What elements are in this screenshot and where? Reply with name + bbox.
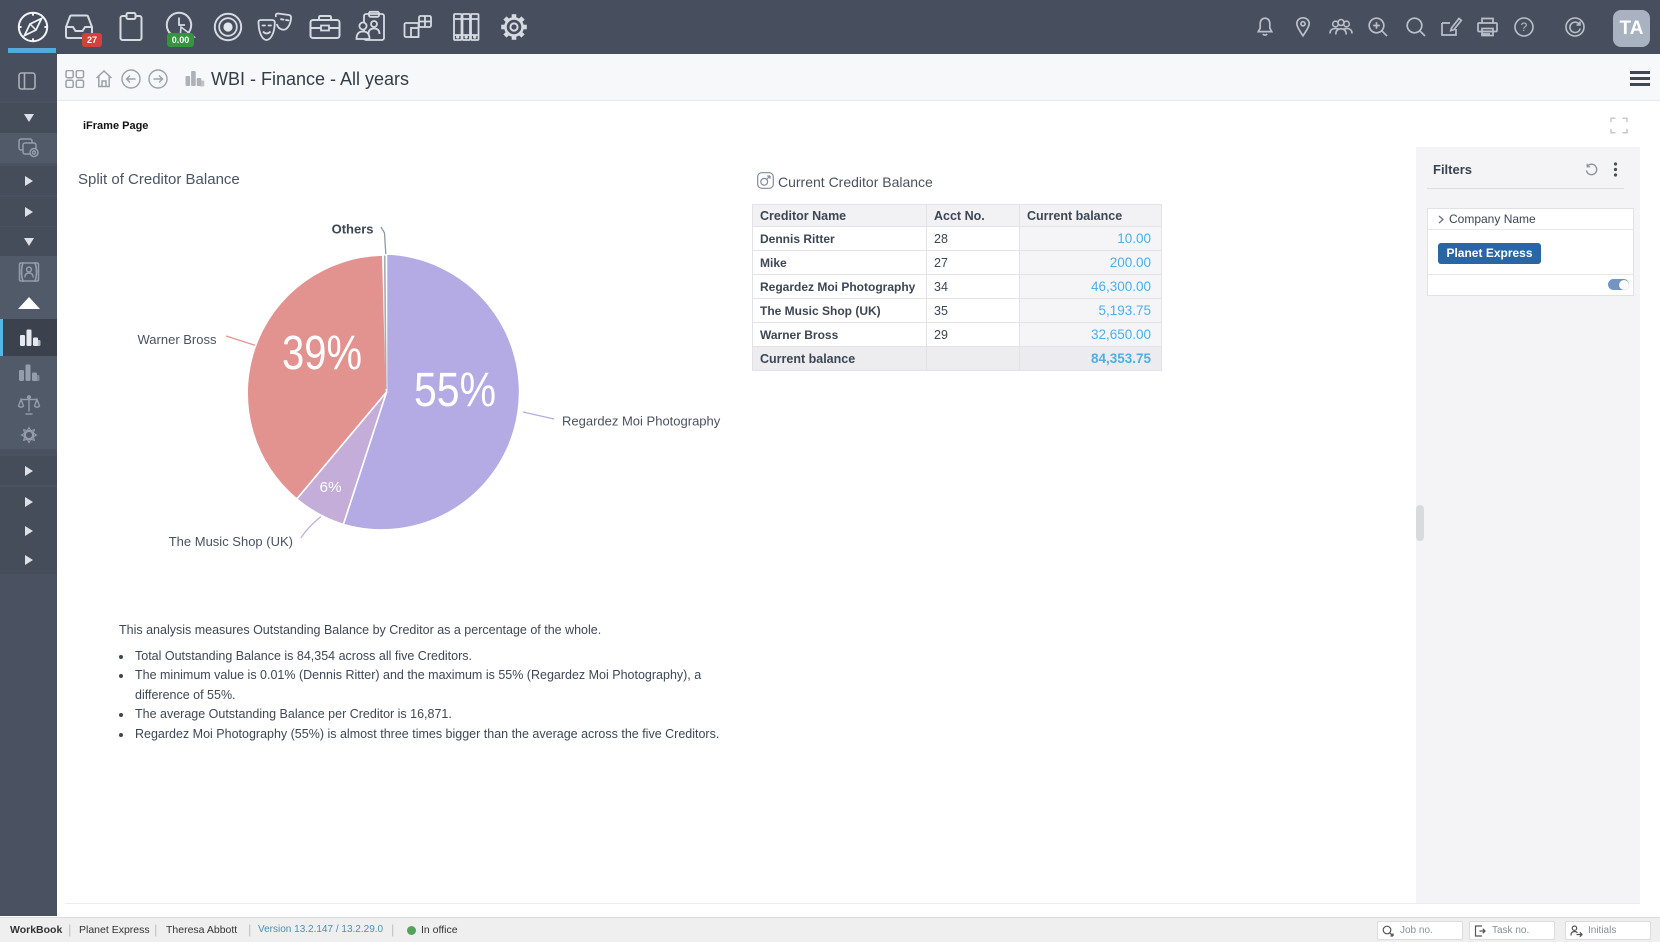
svg-text:The Music Shop (UK): The Music Shop (UK) — [169, 534, 293, 549]
svg-text:Others: Others — [332, 222, 374, 237]
svg-text:6%: 6% — [320, 479, 342, 496]
svg-text:55%: 55% — [414, 364, 496, 417]
svg-text:Warner Bross: Warner Bross — [138, 332, 217, 347]
svg-text:?: ? — [1521, 20, 1528, 34]
svg-text:39%: 39% — [282, 327, 362, 380]
svg-text:Regardez Moi Photography: Regardez Moi Photography — [562, 414, 721, 429]
